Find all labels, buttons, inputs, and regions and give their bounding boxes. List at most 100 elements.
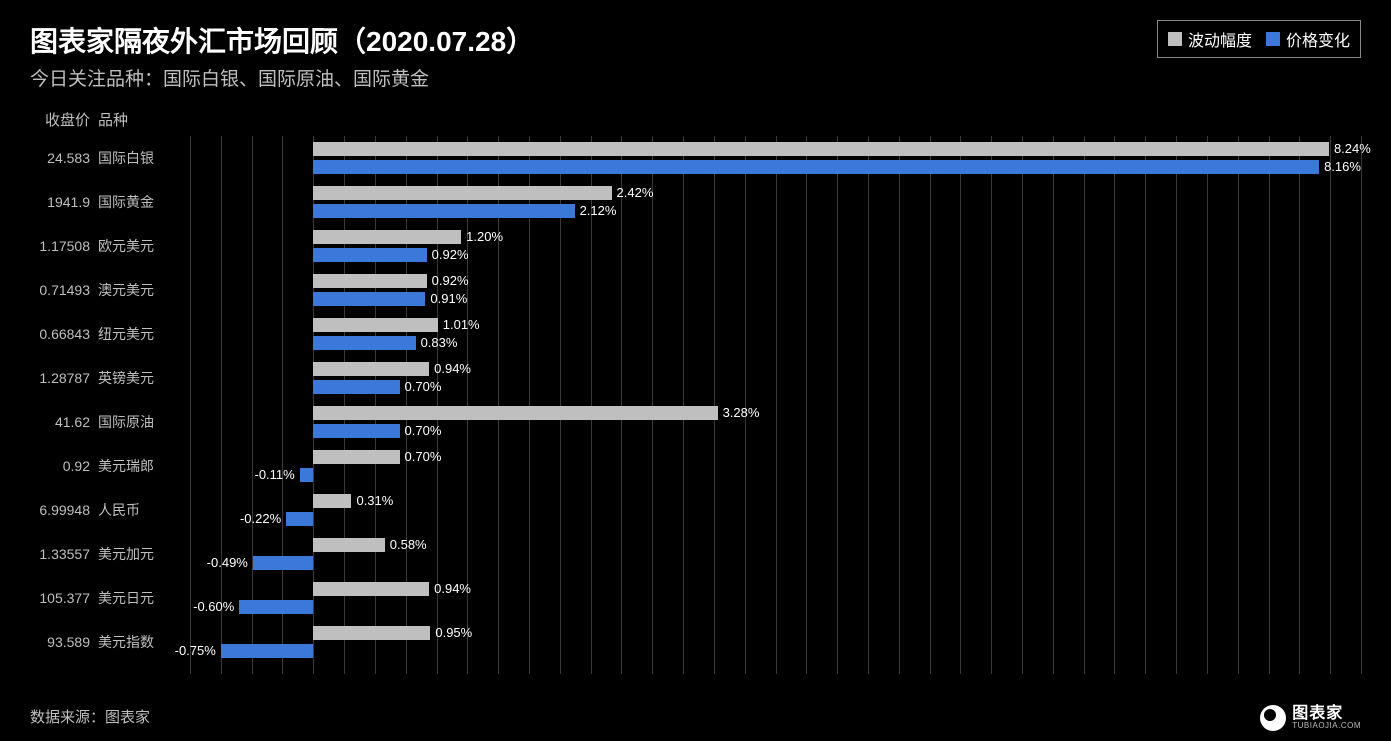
instrument-name: 美元加元 <box>98 544 178 564</box>
bar-label-volatility: 2.42% <box>617 185 654 200</box>
row-labels: 93.589 美元指数 <box>30 620 178 664</box>
bar-price_change <box>313 204 574 218</box>
bar-label-price_change: -0.75% <box>175 643 216 658</box>
bar-volatility <box>313 582 429 596</box>
instrument-name: 澳元美元 <box>98 280 178 300</box>
bar-label-price_change: 0.70% <box>405 423 442 438</box>
bar-price_change <box>313 160 1319 174</box>
bar-volatility <box>313 626 430 640</box>
bar-zone: 0.58%-0.49% <box>190 532 1361 576</box>
bar-price_change <box>253 556 313 570</box>
gridline <box>1361 136 1362 674</box>
row-labels: 105.377美元日元 <box>30 576 178 620</box>
row-labels: 41.62 国际原油 <box>30 400 178 444</box>
bar-label-volatility: 0.58% <box>390 537 427 552</box>
bar-volatility <box>313 538 384 552</box>
close-value: 6.99948 <box>30 502 90 518</box>
chart-area: 收盘价 品种 24.583国际白银8.24%8.16% 1941.9 国际黄金 2.4… <box>30 109 1361 679</box>
bar-price_change <box>239 600 313 614</box>
header-name: 品种 <box>98 109 178 130</box>
bar-zone: 0.94% -0.60% <box>190 576 1361 620</box>
bar-volatility <box>313 494 351 508</box>
instrument-name: 国际原油 <box>98 412 178 432</box>
instrument-name: 美元瑞郎 <box>98 456 178 476</box>
bar-price_change <box>221 644 313 658</box>
brand-logo-icon <box>1260 705 1286 731</box>
close-value: 105.377 <box>30 590 90 606</box>
row-labels: 1941.9 国际黄金 <box>30 180 178 224</box>
bar-label-volatility: 3.28% <box>723 405 760 420</box>
legend-item-volatility: 波动幅度 <box>1168 27 1252 51</box>
bar-label-price_change: 0.91% <box>430 291 467 306</box>
close-value: 1.33557 <box>30 546 90 562</box>
bar-label-price_change: -0.60% <box>193 599 234 614</box>
bar-volatility <box>313 450 399 464</box>
data-row: 41.62 国际原油 3.28% 0.70% <box>30 400 1361 444</box>
legend-item-price-change: 价格变化 <box>1266 27 1350 51</box>
bar-label-price_change: 8.16% <box>1324 159 1361 174</box>
bar-price_change <box>313 380 399 394</box>
close-value: 24.583 <box>30 150 90 166</box>
bar-volatility <box>313 406 717 420</box>
bar-price_change <box>286 512 313 526</box>
brand-domain: TUBIAOJIA.COM <box>1292 722 1361 730</box>
data-row: 1.17508欧元美元1.20%0.92% <box>30 224 1361 268</box>
brand: 图表家 TUBIAOJIA.COM <box>1260 705 1361 731</box>
bar-label-volatility: 0.92% <box>432 273 469 288</box>
close-value: 93.589 <box>30 634 90 650</box>
header-close: 收盘价 <box>30 109 90 130</box>
plot-area: 24.583国际白银8.24%8.16% 1941.9 国际黄金 2.42%2.12%… <box>30 136 1361 691</box>
bar-price_change <box>313 292 425 306</box>
data-row: 0.71493澳元美元 0.92% 0.91% <box>30 268 1361 312</box>
chart-subtitle: 今日关注品种：国际白银、国际原油、国际黄金 <box>30 64 1361 91</box>
bar-label-volatility: 0.94% <box>434 581 471 596</box>
data-row: 1.28787英镑美元 0.94%0.70% <box>30 356 1361 400</box>
data-row: 1.33557 美元加元 0.58%-0.49% <box>30 532 1361 576</box>
row-labels: 0.66843纽元美元 <box>30 312 178 356</box>
instrument-name: 美元指数 <box>98 632 178 652</box>
data-row: 93.589美元指数0.95%-0.75% <box>30 620 1361 664</box>
bar-volatility <box>313 362 429 376</box>
instrument-name: 人民币 <box>98 500 178 520</box>
chart-container: 图表家隔夜外汇市场回顾（2020.07.28） 今日关注品种：国际白银、国际原油… <box>0 0 1391 741</box>
bar-zone: 0.94%0.70% <box>190 356 1361 400</box>
row-labels: 1.28787英镑美元 <box>30 356 178 400</box>
bar-label-volatility: 8.24% <box>1334 141 1371 156</box>
data-row: 0.92 美元瑞郎 0.70% -0.11% <box>30 444 1361 488</box>
instrument-name: 国际黄金 <box>98 192 178 212</box>
bar-zone: 1.01% 0.83% <box>190 312 1361 356</box>
close-value: 0.92 <box>30 458 90 474</box>
bar-label-price_change: -0.11% <box>254 467 294 482</box>
row-labels: 0.92 美元瑞郎 <box>30 444 178 488</box>
bar-zone: 0.95%-0.75% <box>190 620 1361 664</box>
bar-zone: 2.42%2.12% <box>190 180 1361 224</box>
row-labels: 1.33557 美元加元 <box>30 532 178 576</box>
bar-price_change <box>313 336 415 350</box>
close-value: 1941.9 <box>30 194 90 210</box>
bar-label-price_change: 0.83% <box>421 335 458 350</box>
bar-volatility <box>313 186 611 200</box>
instrument-name: 英镑美元 <box>98 368 178 388</box>
bar-price_change <box>300 468 314 482</box>
row-labels: 1.17508欧元美元 <box>30 224 178 268</box>
bar-label-volatility: 0.31% <box>356 493 393 508</box>
close-value: 0.66843 <box>30 326 90 342</box>
bar-zone: 3.28% 0.70% <box>190 400 1361 444</box>
bar-label-volatility: 1.01% <box>443 317 480 332</box>
bar-label-price_change: -0.22% <box>240 511 281 526</box>
bar-label-volatility: 0.95% <box>435 625 472 640</box>
close-value: 41.62 <box>30 414 90 430</box>
bar-zone: 0.92% 0.91% <box>190 268 1361 312</box>
row-labels: 0.71493澳元美元 <box>30 268 178 312</box>
brand-name: 图表家 <box>1292 706 1361 722</box>
data-row: 24.583国际白银8.24%8.16% <box>30 136 1361 180</box>
bar-label-price_change: 0.70% <box>405 379 442 394</box>
legend-swatch-price-change <box>1266 32 1280 46</box>
data-row: 0.66843纽元美元 1.01% 0.83% <box>30 312 1361 356</box>
bar-label-volatility: 0.70% <box>405 449 442 464</box>
bar-label-price_change: 2.12% <box>580 203 617 218</box>
row-labels: 24.583国际白银 <box>30 136 178 180</box>
legend: 波动幅度 价格变化 <box>1157 20 1361 58</box>
instrument-name: 欧元美元 <box>98 236 178 256</box>
bar-zone: 0.70% -0.11% <box>190 444 1361 488</box>
